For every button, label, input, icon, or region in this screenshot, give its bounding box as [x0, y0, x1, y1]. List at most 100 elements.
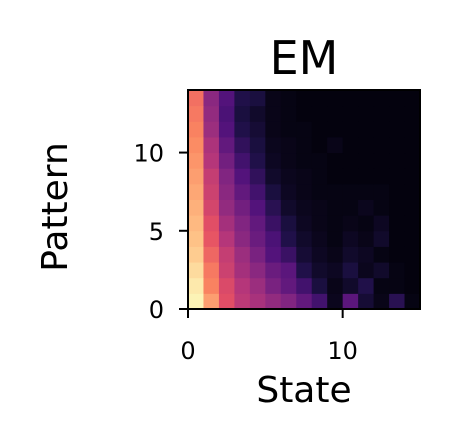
heatmap-cell: [249, 293, 266, 310]
heatmap-cell: [373, 121, 390, 138]
heatmap-cell: [218, 262, 235, 279]
heatmap-cell: [218, 293, 235, 310]
heatmap-cell: [311, 183, 328, 200]
heatmap-cell: [358, 293, 375, 310]
heatmap-cell: [234, 121, 251, 138]
heatmap-cell: [218, 277, 235, 294]
heatmap-cell: [296, 90, 313, 107]
heatmap-cell: [265, 136, 282, 154]
heatmap-cell: [296, 262, 313, 279]
x-tick-label: 10: [327, 337, 358, 365]
heatmap-cell: [358, 277, 375, 294]
heatmap-cell: [280, 90, 297, 107]
heatmap-cell: [265, 246, 282, 263]
heatmap-cell: [203, 293, 220, 310]
heatmap-cell: [389, 183, 406, 200]
heatmap-cell: [234, 152, 251, 169]
heatmap-cell: [327, 168, 344, 185]
heatmap-cell: [358, 215, 375, 232]
heatmap-cell: [234, 277, 251, 294]
heatmap-cell: [203, 183, 220, 200]
heatmap-cell: [404, 215, 421, 232]
heatmap-cell: [373, 168, 390, 185]
heatmap-cell: [327, 277, 344, 294]
heatmap-cell: [203, 246, 220, 263]
heatmap-cell: [280, 152, 297, 169]
heatmap-cell: [404, 277, 421, 294]
heatmap-cell: [234, 215, 251, 232]
heatmap-cell: [234, 199, 251, 216]
heatmap-cell: [389, 105, 406, 122]
heatmap-cell: [389, 199, 406, 216]
heatmap-cell: [342, 199, 359, 216]
heatmap-cell: [311, 262, 328, 279]
heatmap-cell: [280, 168, 297, 185]
heatmap-cell: [188, 262, 204, 279]
heatmap-cell: [265, 105, 282, 122]
heatmap-cell: [203, 215, 220, 232]
heatmap-cell: [311, 136, 328, 154]
heatmap-cell: [218, 230, 235, 247]
heatmap-cell: [373, 277, 390, 294]
heatmap-cell: [249, 230, 266, 247]
heatmap-cell: [327, 199, 344, 216]
y-axis-label: Pattern: [35, 142, 76, 272]
heatmap-cell: [311, 215, 328, 232]
heatmap-cell: [404, 121, 421, 138]
heatmap-cell: [188, 90, 204, 107]
heatmap-cell: [342, 90, 359, 107]
heatmap-cell: [218, 105, 235, 122]
y-tick-label: 5: [149, 218, 164, 246]
heatmap-cell: [327, 136, 344, 154]
heatmap-cell: [311, 121, 328, 138]
heatmap-cell: [280, 293, 297, 310]
heatmap-cell: [389, 230, 406, 247]
heatmap-cell: [203, 199, 220, 216]
heatmap-cell: [218, 246, 235, 263]
heatmap-cell: [311, 105, 328, 122]
heatmap-cell: [373, 293, 390, 310]
heatmap-cell: [280, 136, 297, 154]
heatmap-cell: [234, 246, 251, 263]
heatmap-cell: [249, 90, 266, 107]
heatmap-cell: [296, 199, 313, 216]
heatmap-cell: [296, 105, 313, 122]
heatmap-cell: [327, 230, 344, 247]
heatmap-cell: [389, 215, 406, 232]
heatmap-cell: [404, 246, 421, 263]
heatmap-cell: [373, 199, 390, 216]
heatmap-cell: [218, 199, 235, 216]
heatmap-cell: [358, 105, 375, 122]
heatmap-cell: [188, 199, 204, 216]
heatmap-cell: [296, 230, 313, 247]
heatmap-cell: [249, 152, 266, 169]
heatmap-cell: [342, 262, 359, 279]
heatmap-cell: [249, 168, 266, 185]
heatmap-cell: [280, 230, 297, 247]
heatmap-cell: [311, 90, 328, 107]
heatmap-cell: [265, 90, 282, 107]
heatmap-cell: [280, 246, 297, 263]
heatmap-cell: [265, 121, 282, 138]
heatmap-cell: [203, 90, 220, 107]
heatmap-cell: [249, 246, 266, 263]
heatmap-cell: [404, 199, 421, 216]
heatmap-cell: [296, 168, 313, 185]
heatmap-cell: [188, 215, 204, 232]
heatmap-cell: [188, 230, 204, 247]
heatmap-cell: [327, 293, 344, 310]
heatmap-cell: [389, 293, 406, 310]
heatmap-cell: [234, 262, 251, 279]
heatmap-cell: [311, 168, 328, 185]
heatmap-cell: [327, 152, 344, 169]
heatmap-cell: [389, 152, 406, 169]
heatmap-cell: [327, 183, 344, 200]
heatmap-cell: [373, 230, 390, 247]
heatmap-cell: [404, 293, 421, 310]
heatmap-cell: [188, 293, 204, 310]
heatmap-cell: [311, 293, 328, 310]
heatmap-cell: [265, 277, 282, 294]
heatmap-cell: [203, 136, 220, 154]
heatmap-cell: [188, 183, 204, 200]
